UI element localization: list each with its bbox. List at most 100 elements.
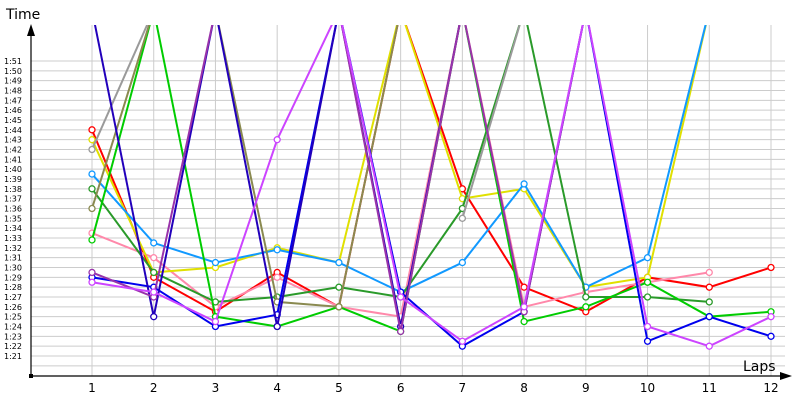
y-tick-label: 1:51 bbox=[4, 57, 22, 66]
data-point[interactable] bbox=[582, 303, 590, 311]
series-line bbox=[91, 25, 399, 308]
data-point[interactable] bbox=[273, 322, 281, 331]
x-tick-label: 8 bbox=[520, 381, 528, 395]
data-point[interactable] bbox=[643, 254, 652, 262]
data-point[interactable] bbox=[150, 268, 158, 277]
y-tick-label: 1:26 bbox=[4, 303, 22, 312]
data-point[interactable] bbox=[88, 136, 96, 144]
data-point[interactable] bbox=[705, 298, 713, 306]
y-axis-tick-labels: 1:211:221:231:241:251:261:271:281:291:30… bbox=[4, 57, 22, 361]
y-tick-label: 1:50 bbox=[4, 67, 22, 76]
data-point[interactable] bbox=[335, 258, 343, 267]
y-axis-arrow-icon bbox=[27, 24, 35, 36]
x-tick-label: 5 bbox=[335, 381, 343, 395]
data-point[interactable] bbox=[150, 313, 158, 321]
y-tick-label: 1:32 bbox=[4, 244, 22, 253]
x-axis-tick-labels: 1 2 3 4 5 6 7 8 9 10 11 12 bbox=[88, 381, 778, 395]
data-point[interactable] bbox=[211, 258, 220, 267]
data-point[interactable] bbox=[150, 288, 158, 296]
series-line bbox=[91, 25, 772, 348]
data-point[interactable] bbox=[211, 317, 220, 326]
x-tick-label: 3 bbox=[212, 381, 220, 395]
data-point[interactable] bbox=[643, 337, 652, 345]
y-tick-label: 1:44 bbox=[4, 126, 22, 135]
data-point[interactable] bbox=[335, 303, 343, 311]
data-point[interactable] bbox=[88, 268, 96, 277]
data-point[interactable] bbox=[88, 236, 96, 244]
x-tick-label: 1 bbox=[88, 381, 96, 395]
data-point[interactable] bbox=[458, 214, 467, 222]
data-point[interactable] bbox=[458, 337, 467, 345]
data-point[interactable] bbox=[88, 204, 96, 213]
chart-grid bbox=[31, 25, 785, 376]
data-point[interactable] bbox=[520, 180, 528, 188]
data-point[interactable] bbox=[273, 246, 281, 254]
data-point[interactable] bbox=[88, 170, 96, 178]
y-tick-label: 1:27 bbox=[4, 293, 22, 302]
y-tick-label: 1:47 bbox=[4, 96, 22, 105]
data-point[interactable] bbox=[396, 293, 405, 301]
x-tick-label: 11 bbox=[702, 381, 717, 395]
series-line bbox=[91, 25, 584, 332]
data-point[interactable] bbox=[705, 268, 713, 277]
data-point[interactable] bbox=[396, 327, 405, 336]
y-tick-label: 1:34 bbox=[4, 224, 22, 233]
y-tick-label: 1:46 bbox=[4, 106, 22, 115]
y-tick-label: 1:29 bbox=[4, 273, 22, 282]
data-point[interactable] bbox=[705, 313, 713, 321]
y-tick-label: 1:28 bbox=[4, 283, 22, 292]
x-tick-label: 9 bbox=[582, 381, 590, 395]
y-tick-label: 1:49 bbox=[4, 77, 22, 86]
y-tick-label: 1:39 bbox=[4, 175, 22, 184]
data-point[interactable] bbox=[520, 317, 528, 326]
x-axis-title: Laps bbox=[743, 359, 776, 375]
chart-axes: Time Laps bbox=[5, 7, 792, 380]
x-tick-label: 7 bbox=[459, 381, 467, 395]
data-point[interactable] bbox=[643, 278, 652, 286]
series-line bbox=[91, 25, 772, 313]
x-axis-arrow-icon bbox=[780, 372, 792, 380]
x-tick-label: 12 bbox=[763, 381, 778, 395]
y-tick-label: 1:30 bbox=[4, 264, 22, 273]
data-point[interactable] bbox=[767, 332, 775, 340]
data-point[interactable] bbox=[88, 185, 96, 193]
axis-origin-marker bbox=[29, 374, 33, 378]
series-line bbox=[461, 25, 521, 219]
data-point[interactable] bbox=[705, 283, 713, 291]
y-tick-label: 1:33 bbox=[4, 234, 22, 243]
y-tick-label: 1:40 bbox=[4, 165, 22, 174]
y-tick-label: 1:35 bbox=[4, 214, 22, 223]
y-tick-label: 1:37 bbox=[4, 195, 22, 204]
x-tick-label: 10 bbox=[640, 381, 655, 395]
series-line bbox=[91, 25, 772, 348]
chart-series bbox=[88, 25, 775, 350]
data-point[interactable] bbox=[88, 278, 96, 286]
series-line bbox=[91, 25, 149, 150]
data-point[interactable] bbox=[150, 254, 158, 262]
x-tick-label: 4 bbox=[273, 381, 281, 395]
data-point[interactable] bbox=[643, 293, 652, 301]
data-point[interactable] bbox=[458, 258, 467, 267]
y-tick-label: 1:23 bbox=[4, 332, 22, 341]
data-point[interactable] bbox=[520, 303, 528, 311]
y-tick-label: 1:48 bbox=[4, 87, 22, 96]
data-point[interactable] bbox=[582, 293, 590, 301]
data-point[interactable] bbox=[643, 322, 652, 331]
data-point[interactable] bbox=[150, 239, 158, 247]
data-point[interactable] bbox=[520, 283, 528, 291]
y-tick-label: 1:41 bbox=[4, 155, 22, 164]
data-point[interactable] bbox=[88, 126, 96, 134]
y-tick-label: 1:36 bbox=[4, 205, 22, 214]
data-point[interactable] bbox=[273, 136, 281, 144]
y-tick-label: 1:24 bbox=[4, 323, 22, 332]
data-point[interactable] bbox=[705, 342, 713, 350]
x-tick-label: 6 bbox=[397, 381, 405, 395]
y-tick-label: 1:43 bbox=[4, 136, 22, 145]
y-tick-label: 1:25 bbox=[4, 313, 22, 322]
data-point[interactable] bbox=[273, 273, 281, 281]
data-point[interactable] bbox=[767, 263, 775, 272]
data-point[interactable] bbox=[335, 283, 343, 291]
data-point[interactable] bbox=[88, 145, 96, 154]
series-violet bbox=[88, 25, 775, 350]
data-point[interactable] bbox=[767, 313, 775, 321]
